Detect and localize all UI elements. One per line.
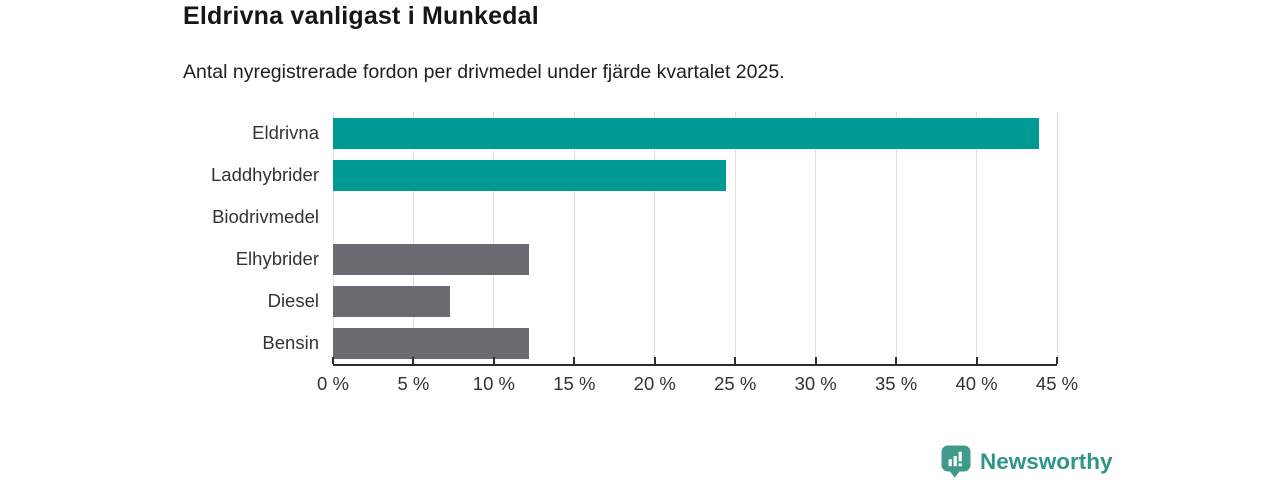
gridline (573, 112, 575, 364)
x-axis-line (333, 364, 1057, 366)
x-axis-tick (412, 357, 415, 364)
bar-elhybrider (333, 243, 530, 275)
x-axis-tick (975, 357, 978, 364)
y-axis-label: Elhybrider (235, 248, 319, 269)
x-axis-tick-label: 20 % (633, 373, 676, 394)
gridline (412, 112, 414, 364)
gridline (493, 112, 495, 364)
x-axis-tick-label: 35 % (875, 373, 918, 394)
x-axis-tick-label: 30 % (794, 373, 837, 394)
page-title: Eldrivna vanligast i Munkedal (183, 2, 539, 30)
newsworthy-logo: Newsworthy (941, 445, 1113, 479)
gridline (654, 112, 656, 364)
bar-eldrivna (333, 117, 1040, 149)
x-axis-tick (653, 357, 656, 364)
gridline (976, 112, 978, 364)
x-axis-tick (332, 357, 334, 364)
y-axis-label: Laddhybrider (211, 164, 319, 185)
x-axis-tick-label: 40 % (955, 373, 998, 394)
y-axis-label: Eldrivna (252, 122, 319, 143)
gridline (815, 112, 817, 364)
x-axis-tick (1056, 357, 1058, 364)
newsworthy-logo-text: Newsworthy (980, 449, 1113, 474)
bar-laddhybrider (333, 159, 726, 191)
gridline (332, 112, 334, 364)
x-axis-tick-label: 10 % (472, 373, 515, 394)
y-axis-label: Bensin (262, 332, 319, 353)
page-subtitle: Antal nyregistrerade fordon per drivmede… (183, 61, 785, 83)
x-axis-tick-label: 5 % (397, 373, 430, 394)
x-axis-tick-label: 25 % (714, 373, 757, 394)
gridline (1056, 112, 1058, 364)
y-axis-label: Diesel (267, 290, 319, 311)
x-axis-tick-label: 0 % (317, 373, 349, 394)
bar-bensin (333, 327, 530, 359)
x-axis-tick (895, 357, 898, 364)
x-axis-tick-label: 15 % (553, 373, 596, 394)
bar-diesel (333, 285, 451, 317)
y-axis-label: Biodrivmedel (212, 206, 319, 227)
x-axis-tick (734, 357, 737, 364)
gridline (895, 112, 897, 364)
gridline (734, 112, 736, 364)
bar-chart-speech-bubble-icon (941, 445, 971, 478)
x-axis-tick (814, 357, 817, 364)
x-axis-tick (492, 357, 495, 364)
x-axis-tick-label: 45 % (1035, 373, 1079, 394)
x-axis-tick (573, 357, 576, 364)
